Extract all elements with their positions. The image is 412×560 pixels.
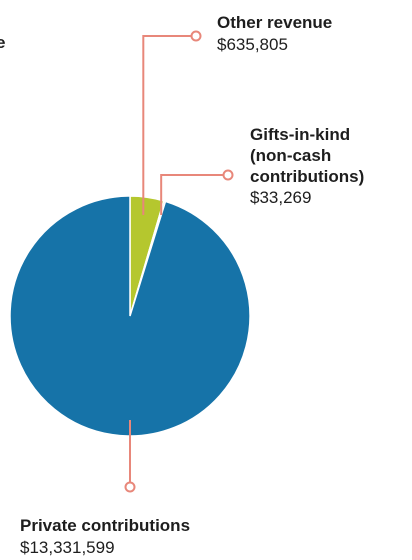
label-other-revenue: Other revenue bbox=[217, 13, 332, 32]
leader-gifts-in-kind bbox=[160, 174, 228, 215]
value-private-contributions: $13,331,599 bbox=[20, 538, 115, 557]
header-fragment: e bbox=[0, 33, 5, 52]
pie-slices bbox=[9, 195, 251, 437]
label-gifts-line-2: (non-cash bbox=[250, 146, 331, 165]
slice-private-contributions bbox=[9, 195, 251, 437]
value-gifts-in-kind: $33,269 bbox=[250, 188, 311, 207]
leader-dot-gifts-in-kind bbox=[222, 169, 234, 181]
leader-dot-private-contributions bbox=[124, 481, 136, 493]
label-gifts-line-1: Gifts-in-kind bbox=[250, 125, 350, 144]
leader-dot-other-revenue bbox=[190, 30, 202, 42]
leader-other-revenue bbox=[142, 35, 196, 215]
label-private-contributions: Private contributions bbox=[20, 516, 190, 535]
value-other-revenue: $635,805 bbox=[217, 35, 288, 54]
label-gifts-line-3: contributions) bbox=[250, 167, 364, 186]
leader-lines bbox=[124, 30, 234, 493]
